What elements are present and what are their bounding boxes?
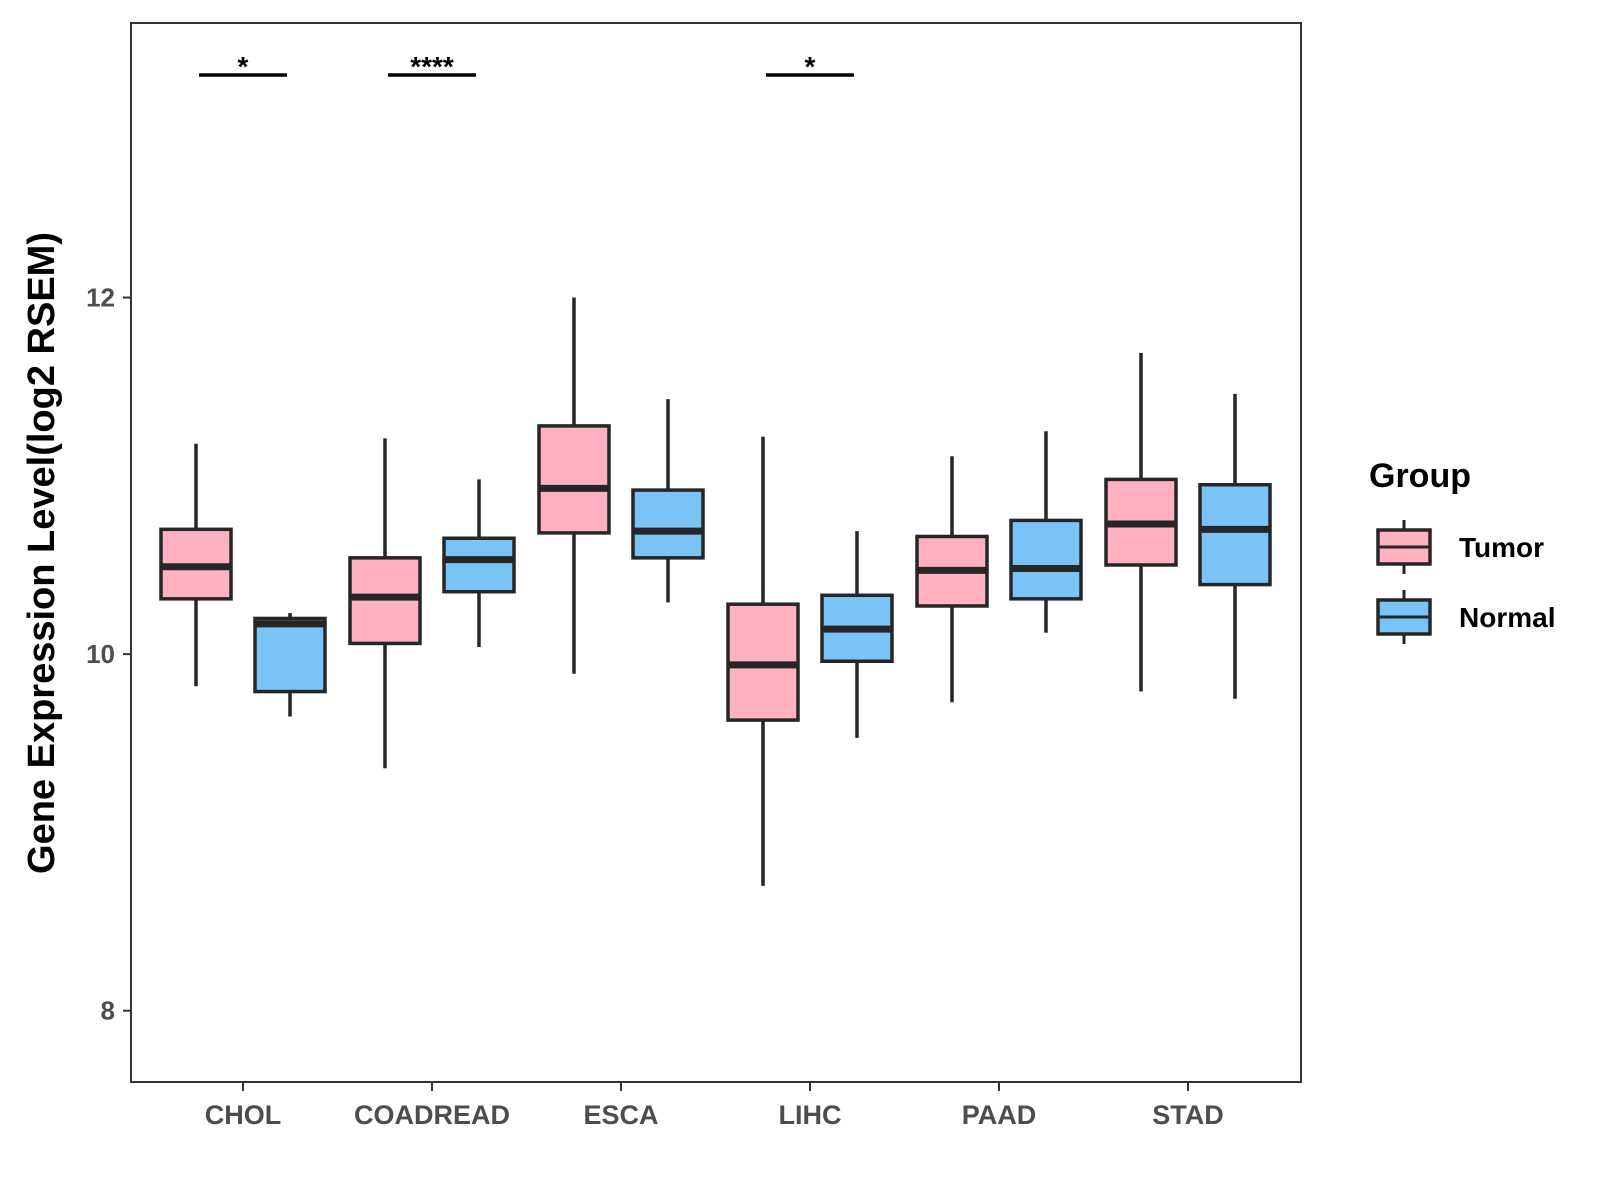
y-axis-label: Gene Expression Level(log2 RSEM) — [21, 232, 63, 874]
axes: 8 10 12 CHOL COADREAD ESCA LIHC PAAD STAD — [86, 283, 1224, 1130]
box-paad-tumor — [915, 456, 989, 703]
legend-title: Group — [1369, 457, 1471, 495]
legend-item-tumor: Tumor — [1376, 520, 1544, 574]
x-tick-label-esca: ESCA — [583, 1100, 658, 1130]
plot-panel-border — [130, 22, 1302, 1083]
y-tick-label-12: 12 — [86, 283, 115, 313]
box-lihc-tumor — [726, 436, 800, 886]
legend: Group Tumor Normal — [1369, 457, 1555, 644]
box-chol-normal — [253, 613, 327, 717]
box-iqr — [348, 556, 422, 646]
box-iqr — [537, 424, 611, 535]
box-iqr — [631, 488, 705, 560]
plot-area: * **** * — [159, 51, 1272, 886]
box-esca-normal — [631, 399, 705, 603]
legend-item-normal: Normal — [1376, 590, 1555, 644]
box-iqr — [1198, 483, 1272, 587]
box-paad-normal — [1009, 431, 1083, 633]
box-coadread-normal — [442, 479, 516, 647]
significance-label-lihc: * — [805, 51, 816, 82]
x-tick-label-paad: PAAD — [962, 1100, 1037, 1130]
legend-label-tumor: Tumor — [1459, 532, 1544, 563]
box-coadread-tumor — [348, 438, 422, 769]
box-stad-normal — [1198, 393, 1272, 699]
x-tick-label-chol: CHOL — [205, 1100, 282, 1130]
box-iqr — [1009, 518, 1083, 601]
y-tick-label-8: 8 — [101, 996, 115, 1026]
x-tick-label-stad: STAD — [1152, 1100, 1224, 1130]
box-iqr — [253, 616, 327, 694]
box-esca-tumor — [537, 297, 611, 674]
box-iqr — [442, 536, 516, 594]
significance-label-coadread: **** — [410, 51, 454, 82]
x-tick-label-lihc: LIHC — [779, 1100, 842, 1130]
significance-label-chol: * — [238, 51, 249, 82]
x-tick-label-coadread: COADREAD — [354, 1100, 510, 1130]
y-tick-label-10: 10 — [86, 639, 115, 669]
box-lihc-normal — [820, 531, 894, 738]
box-stad-tumor — [1104, 352, 1178, 692]
box-chol-tumor — [159, 443, 233, 687]
legend-label-normal: Normal — [1459, 602, 1555, 633]
